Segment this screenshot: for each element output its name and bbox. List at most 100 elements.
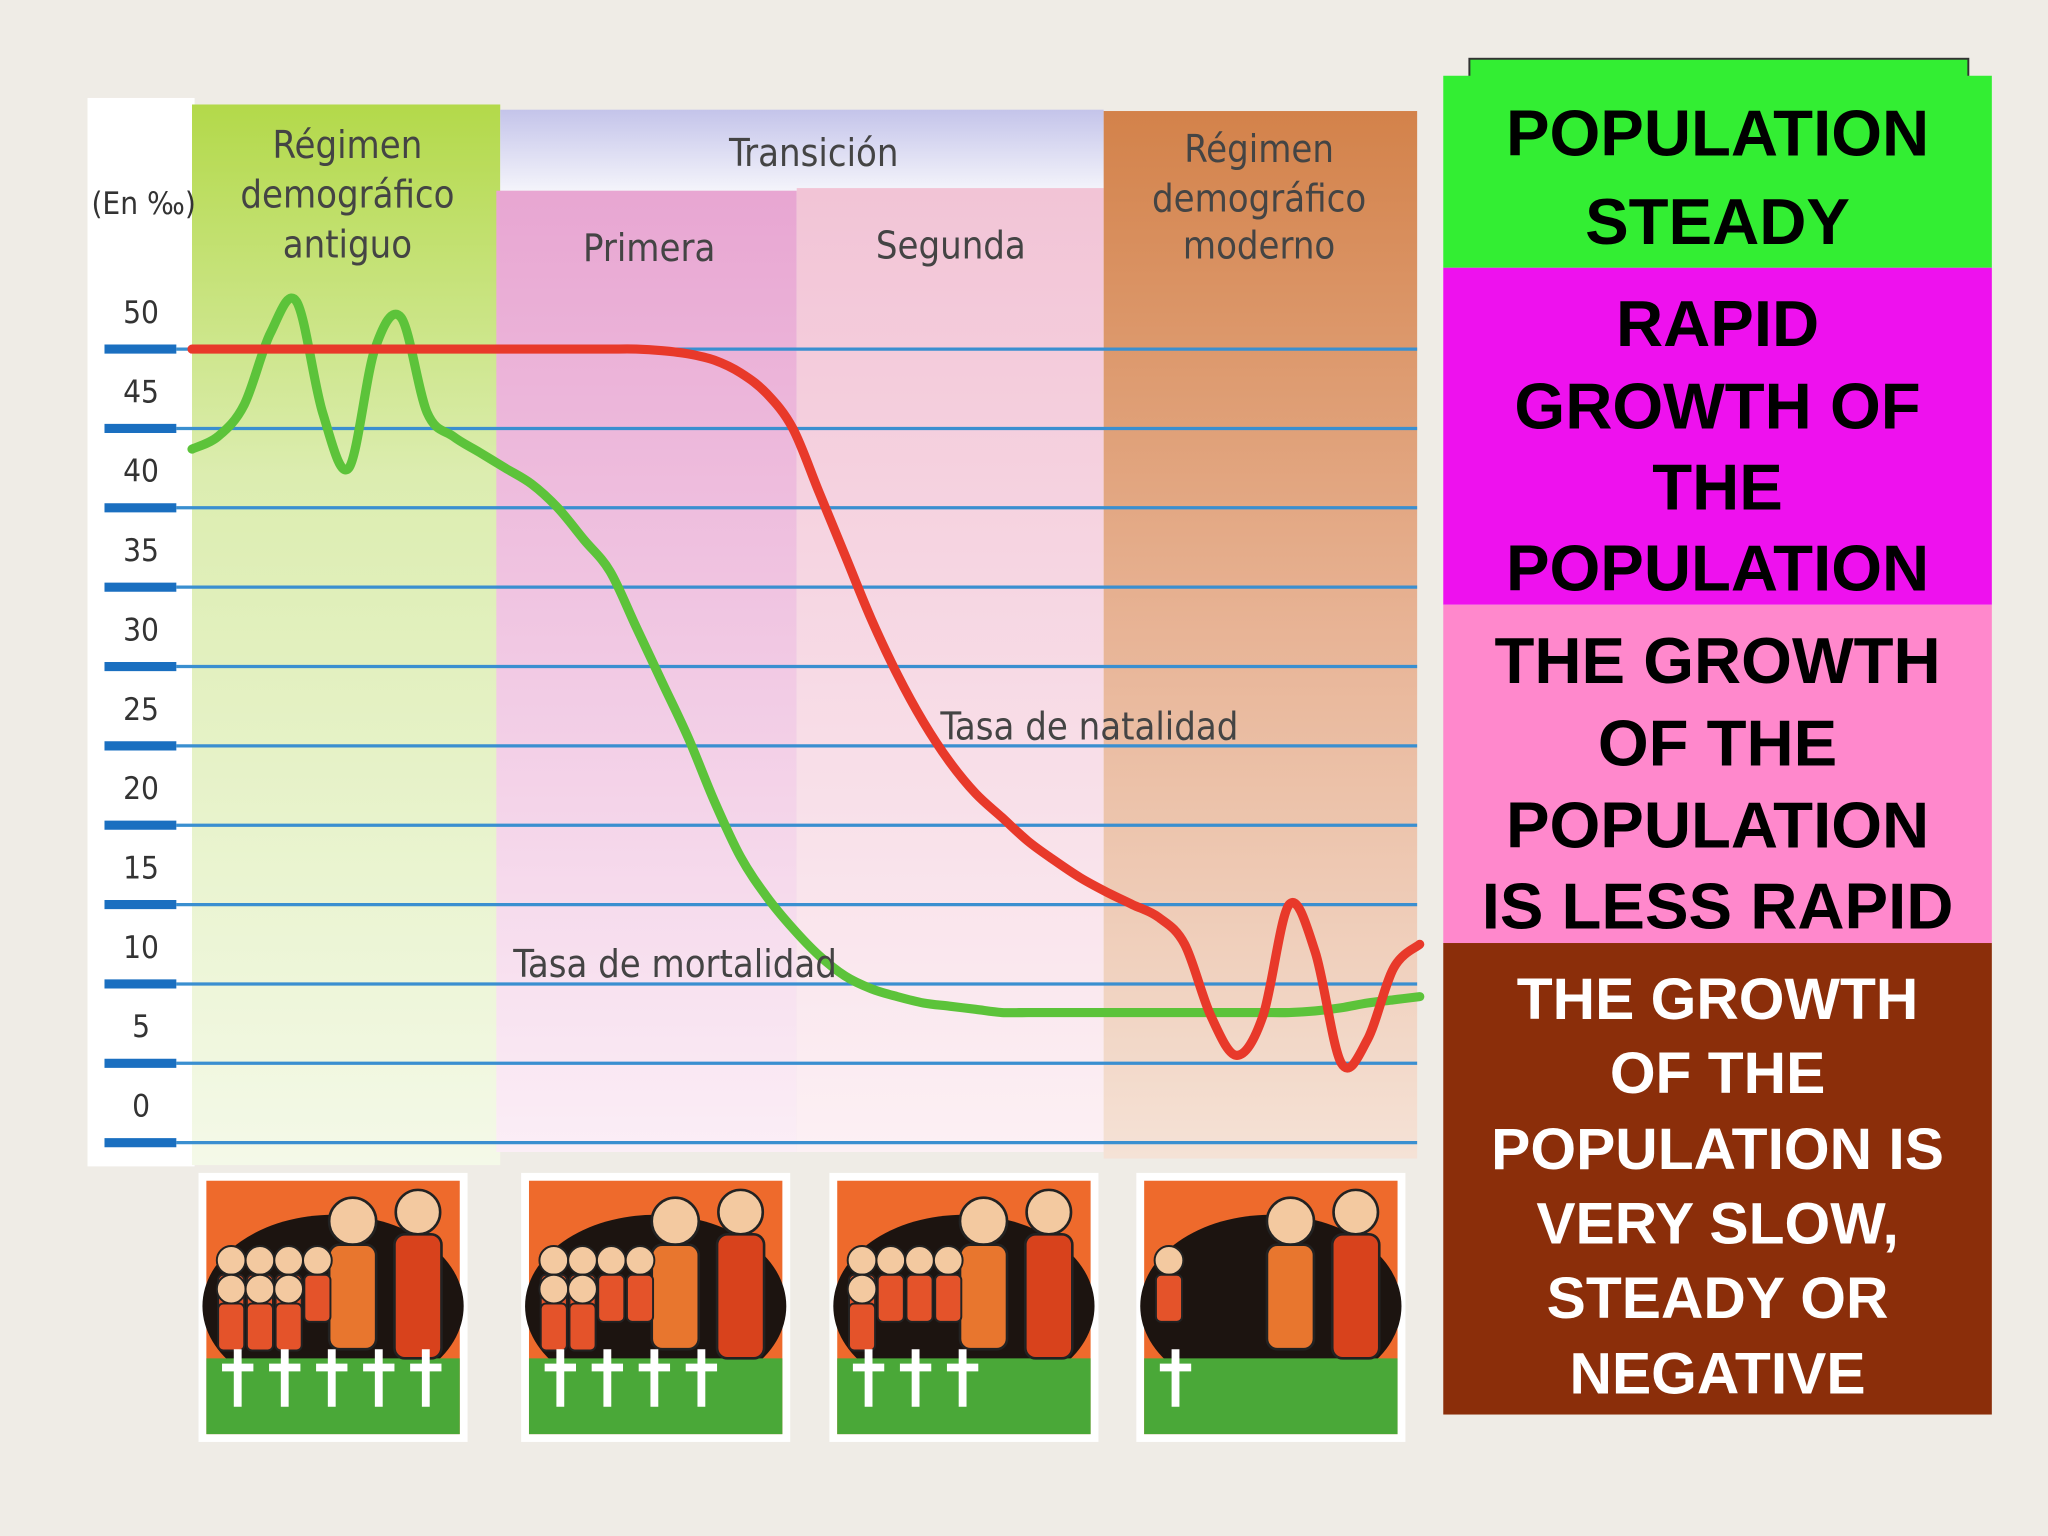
phase-band — [192, 104, 501, 1166]
adult-head — [717, 1188, 765, 1236]
adult-head — [1332, 1188, 1380, 1236]
panel-text: POPULATION — [1506, 96, 1929, 169]
child-body — [597, 1273, 626, 1323]
phase-label: Primera — [583, 226, 715, 270]
panel — [1443, 943, 1992, 1415]
panel-text: OF THE — [1610, 1041, 1825, 1106]
child-head — [846, 1245, 878, 1276]
child-body — [568, 1302, 597, 1352]
y-tick-label: 45 — [123, 374, 159, 410]
child-head — [244, 1273, 276, 1305]
series-label: Tasa de natalidad — [939, 704, 1238, 748]
child-head — [567, 1245, 598, 1276]
phase-label: demográfico — [240, 173, 454, 217]
adult-body — [958, 1243, 1009, 1351]
series-label: Tasa de mortalidad — [512, 942, 837, 986]
cross — [222, 1349, 254, 1407]
y-tick-label: 5 — [132, 1009, 150, 1045]
child-head — [244, 1245, 276, 1276]
panel-edge — [1468, 57, 1970, 79]
adult-head — [327, 1196, 378, 1247]
y-tick-label: 10 — [123, 930, 159, 966]
child-head — [538, 1245, 570, 1276]
panel-text: POPULATION — [1506, 789, 1929, 862]
panel-text: OF THE — [1598, 706, 1837, 779]
panel-text: STEADY — [1585, 185, 1850, 258]
child-head — [273, 1245, 304, 1276]
child-head — [875, 1245, 907, 1276]
y-tick-label: 0 — [132, 1089, 150, 1125]
child-body — [847, 1302, 877, 1352]
phase-label: Régimen — [1184, 127, 1334, 171]
child-head — [273, 1273, 304, 1305]
cross — [410, 1349, 442, 1407]
cross — [363, 1349, 395, 1407]
child-head — [215, 1273, 247, 1305]
cross — [852, 1349, 885, 1407]
y-axis-label: (En ‰) — [91, 186, 195, 222]
y-tick-label: 40 — [123, 454, 159, 490]
series-line — [187, 344, 1425, 1073]
child-head — [595, 1245, 627, 1276]
child-body — [245, 1302, 274, 1352]
panel-text: STEADY OR — [1547, 1266, 1889, 1331]
panel-text: NEGATIVE — [1570, 1342, 1866, 1407]
panel-text: POPULATION IS — [1491, 1117, 1944, 1182]
panel-text: VERY SLOW, — [1536, 1191, 1898, 1256]
adult-head — [1265, 1196, 1316, 1247]
cross — [544, 1349, 576, 1407]
cross — [685, 1349, 718, 1407]
child-body — [934, 1273, 963, 1323]
child-head — [932, 1245, 964, 1276]
adult-body — [393, 1232, 443, 1360]
child-head — [215, 1245, 247, 1276]
y-tick-label: 30 — [123, 612, 159, 648]
phase-label: demográfico — [1152, 177, 1366, 221]
child-body — [539, 1302, 568, 1352]
panel-text: THE GROWTH — [1494, 624, 1940, 697]
illustrations — [198, 1172, 1406, 1442]
adult-body — [1330, 1232, 1381, 1360]
panels: POPULATION STEADY RAPID GROWTH OF THE POPULAT… — [1443, 75, 1992, 1415]
y-tick-label: 25 — [123, 692, 159, 728]
cross — [946, 1349, 979, 1407]
y-tick-label: 15 — [123, 850, 159, 886]
phase-band — [496, 190, 797, 1153]
child-body — [1154, 1273, 1184, 1323]
panel — [1443, 267, 1992, 605]
panel-text: POPULATION — [1506, 531, 1929, 604]
y-tick-label: 35 — [123, 533, 159, 569]
cross — [316, 1349, 348, 1407]
panel-text: THE — [1652, 450, 1783, 523]
panel-text: THE GROWTH — [1517, 967, 1919, 1032]
child-head — [567, 1273, 598, 1305]
child-body — [876, 1273, 905, 1323]
panel-text: IS LESS RAPID — [1482, 870, 1954, 943]
child-head — [538, 1273, 570, 1305]
child-head — [624, 1245, 656, 1276]
panel-text: RAPID — [1616, 287, 1819, 360]
cross — [269, 1349, 301, 1407]
plot — [187, 293, 1425, 1073]
adult-head — [394, 1188, 442, 1236]
child-body — [625, 1273, 655, 1323]
y-tick-label: 50 — [123, 295, 159, 331]
transition-label: Transición — [728, 131, 899, 175]
child-body — [303, 1273, 332, 1323]
panel — [1443, 75, 1992, 268]
phase-label: antiguo — [283, 222, 412, 266]
cross — [1159, 1349, 1192, 1407]
child-head — [904, 1245, 935, 1276]
child-head — [1153, 1245, 1185, 1276]
cross — [591, 1349, 624, 1407]
child-body — [905, 1273, 934, 1323]
adult-body — [1023, 1232, 1074, 1360]
cross — [899, 1349, 932, 1407]
labels: 0 5 10 15 20 25 30 35 40 45 50 Tasa de natalidad Tas… — [91, 123, 1366, 1124]
adult-head — [1025, 1188, 1073, 1236]
cross — [638, 1349, 671, 1407]
adult-head — [650, 1196, 701, 1247]
child-body — [217, 1302, 246, 1352]
adult-head — [958, 1196, 1009, 1247]
